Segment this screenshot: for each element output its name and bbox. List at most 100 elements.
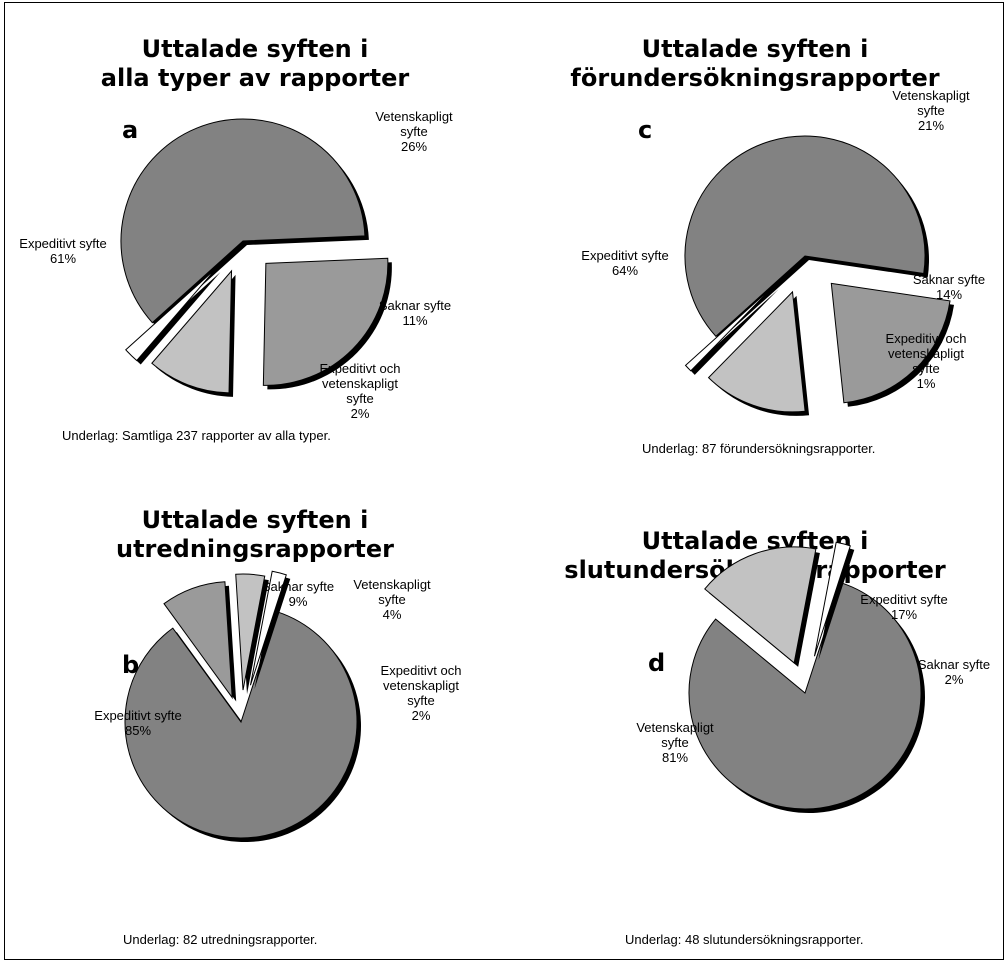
pie-slice: [235, 573, 266, 691]
slice-label: Expeditivt syfte 64%: [581, 248, 668, 278]
pie-panel-c: Uttalade syften i förundersökningsrappor…: [505, 3, 1005, 482]
slice-label-line: 2%: [351, 406, 370, 421]
pie-chart: Vetenskapligt syfte 81% Expeditivt syfte 17%…: [636, 541, 990, 814]
panel-letter: a: [122, 116, 139, 144]
pie-panel-a: Uttalade syften i alla typer av rapporte…: [5, 3, 505, 482]
slice-label-line: Saknar syfte: [379, 298, 451, 313]
slice-label-line: Saknar syfte: [918, 657, 990, 672]
slice-label-line: syfte: [346, 391, 373, 406]
slice-label-line: 61%: [50, 251, 76, 266]
slice-label-line: Expeditivt syfte: [860, 592, 947, 607]
slice-label-line: vetenskapligt: [383, 678, 459, 693]
panel-letter: b: [122, 651, 140, 679]
slice-label-line: Expeditivt och: [381, 663, 462, 678]
slice-label-line: Expeditivt syfte: [94, 708, 181, 723]
pie-slice: [684, 284, 776, 372]
slice-label-line: Expeditivt syfte: [581, 248, 668, 263]
slice-label-line: 14%: [936, 287, 962, 302]
slice-label-line: 1%: [917, 376, 936, 391]
slice-label-line: syfte: [400, 124, 427, 139]
slice-label: Expeditivt syfte 61%: [19, 236, 106, 266]
pie-slice: [124, 611, 358, 839]
slice-label-line: Vetenskapligt: [353, 577, 431, 592]
source-note: Underlag: Samtliga 237 rapporter av alla…: [62, 428, 331, 443]
slice-label: Vetenskapligt syfte 4%: [353, 577, 431, 622]
slice-label-line: 11%: [402, 313, 427, 328]
pie-slice-shadow: [689, 289, 779, 375]
slice-label: Expeditivt och vetenskapligt syfte 2%: [320, 361, 401, 421]
slice-label-line: 9%: [289, 594, 308, 609]
pie-slice: [163, 581, 233, 700]
chart-title-line-2: utredningsrapporter: [115, 535, 394, 563]
slice-label-line: 17%: [891, 607, 917, 622]
chart-title-line-1: Uttalade syften i: [141, 35, 369, 63]
slice-label-line: Saknar syfte: [262, 579, 334, 594]
pie-slice: [125, 267, 217, 362]
slice-label: Saknar syfte 9%: [262, 579, 334, 609]
slice-label: Expeditivt syfte 17%: [860, 592, 947, 622]
chart-title-line-1: Uttalade syften i: [141, 506, 369, 534]
panel-letter: d: [648, 649, 666, 677]
slice-label-line: syfte: [917, 103, 944, 118]
slice-label: Vetenskapligt syfte 26%: [375, 109, 453, 154]
pie-slice-shadow: [818, 546, 855, 661]
slice-label-line: 2%: [945, 672, 964, 687]
pie-slice: [704, 546, 817, 664]
slice-label: Expeditivt syfte 85%: [94, 708, 181, 738]
slice-label: Expeditivt och vetenskapligt syfte 1%: [886, 331, 967, 391]
pie-slice: [813, 541, 851, 657]
slice-label-line: vetenskapligt: [322, 376, 398, 391]
slice-label-line: 21%: [918, 118, 944, 133]
slice-label: Saknar syfte 2%: [918, 657, 990, 687]
slice-label: Vetenskapligt syfte 81%: [636, 720, 714, 765]
chart-title: Uttalade syften i alla typer av rapporte…: [5, 35, 505, 93]
slice-label-line: 81%: [662, 750, 688, 765]
pie-chart: Expeditivt syfte 85% Saknar syfte 9% Vetensk…: [94, 570, 462, 843]
slice-label: Saknar syfte 14%: [913, 272, 985, 302]
chart-title: Uttalade syften i förundersökningsrappor…: [505, 35, 1005, 93]
slice-label-line: Vetenskapligt: [636, 720, 714, 735]
slice-label-line: 85%: [125, 723, 151, 738]
slice-label-line: Expeditivt och: [320, 361, 401, 376]
slice-label-line: Vetenskapligt: [892, 88, 970, 103]
slice-label-line: vetenskapligt: [888, 346, 964, 361]
pie-panel-d: Uttalade syften i slutundersökningsrappo…: [505, 482, 1005, 961]
pie-slice: [151, 269, 233, 394]
chart-title-line-1: Uttalade syften i: [641, 35, 869, 63]
slice-label-line: Saknar syfte: [913, 272, 985, 287]
slice-label-line: Expeditivt syfte: [19, 236, 106, 251]
slice-label-line: syfte: [378, 592, 405, 607]
chart-title-line-2: förundersökningsrapporter: [570, 64, 940, 92]
source-note: Underlag: 87 förundersökningsrapporter.: [642, 441, 876, 456]
chart-title-line-2: alla typer av rapporter: [100, 64, 410, 92]
pie-slice: [262, 257, 389, 386]
pie-slice-shadow: [254, 575, 291, 690]
pie-slice: [120, 118, 366, 324]
slice-label-line: 64%: [612, 263, 638, 278]
pie-slice: [684, 135, 926, 338]
pie-panel-b: Uttalade syften i utredningsrapporter b …: [5, 482, 505, 961]
source-note: Underlag: 82 utredningsrapporter.: [123, 932, 318, 947]
pie-slice: [830, 282, 951, 404]
slice-label-line: 26%: [401, 139, 427, 154]
slice-label: Expeditivt och vetenskapligt syfte 2%: [381, 663, 462, 723]
slice-label-line: 4%: [383, 607, 402, 622]
pie-slice: [688, 582, 922, 810]
source-note: Underlag: 48 slutundersökningsrapporter.: [625, 932, 864, 947]
slice-label-line: Expeditivt och: [886, 331, 967, 346]
slice-label-line: syfte: [912, 361, 939, 376]
slice-label-line: 2%: [412, 708, 431, 723]
pie-slice: [249, 570, 287, 686]
slice-label-line: Vetenskapligt: [375, 109, 453, 124]
figure-frame: Uttalade syften i alla typer av rapporte…: [4, 2, 1004, 960]
pie-chart: Expeditivt syfte 61%Vetenskapligt syfte 26%…: [19, 109, 453, 421]
chart-title-line-1: Uttalade syften i: [641, 527, 869, 555]
slice-label: Vetenskapligt syfte 21%: [892, 88, 970, 133]
pie-slice: [707, 290, 806, 413]
slice-label-line: syfte: [661, 735, 688, 750]
panel-letter: c: [638, 116, 653, 144]
slice-label-line: syfte: [407, 693, 434, 708]
slice-label: Saknar syfte 11%: [379, 298, 451, 328]
chart-title: Uttalade syften i utredningsrapporter: [5, 506, 505, 564]
pie-chart: Expeditivt syfte 64%Vetenskapligt syfte 21%…: [581, 88, 985, 416]
